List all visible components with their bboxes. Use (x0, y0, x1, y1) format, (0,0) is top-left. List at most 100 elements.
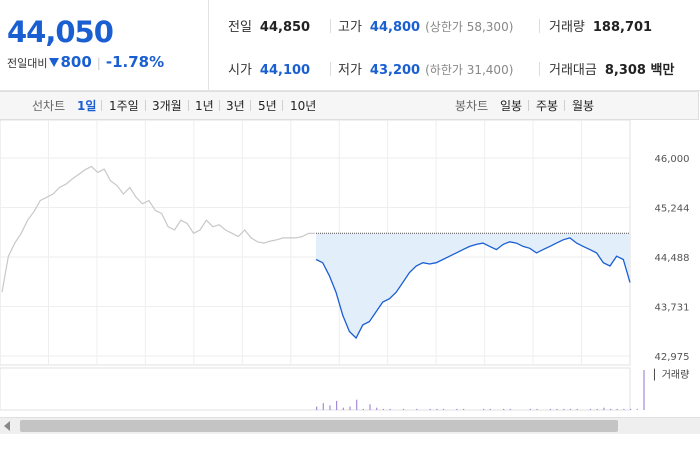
current-price: 44,050 (7, 15, 114, 49)
volume-value: 188,701 (592, 20, 653, 35)
volume-bar (616, 408, 618, 410)
divider (539, 62, 540, 76)
volume-bar (489, 408, 491, 410)
prev-close-value: 44,850 (259, 20, 311, 35)
period-1d[interactable]: 1일 (77, 99, 97, 113)
series-previous-day (1, 165, 315, 293)
volume-bar (316, 406, 318, 410)
volume-bar (342, 407, 344, 410)
divider: | (96, 56, 101, 70)
volume-bar (376, 407, 378, 410)
series-today (315, 237, 631, 340)
divider (145, 100, 146, 111)
volume-bar (503, 408, 505, 410)
candle-monthly[interactable]: 월봉 (572, 99, 595, 113)
volume-bar (349, 406, 351, 410)
change-amount: 800 (60, 53, 92, 71)
amount-label: 거래대금 (549, 63, 597, 78)
volume-bar (529, 408, 531, 410)
y-tick-label: 42,975 (655, 352, 690, 363)
chart-svg: 46,000 45,244 44,488 43,731 42,975 ▏거래량 (0, 119, 690, 411)
divider (528, 100, 529, 111)
volume-bar (456, 408, 458, 410)
divider (101, 100, 102, 111)
prev-close-label: 전일 (228, 20, 252, 35)
change-rate: -1.78% (105, 53, 165, 71)
candle-daily[interactable]: 일봉 (500, 99, 523, 113)
volume-label: ▏거래량 (653, 368, 689, 381)
volume-bar (536, 408, 538, 410)
volume-bar (483, 408, 485, 410)
line-chart-label: 선차트 (32, 99, 66, 113)
low-stat: 저가 43,200 (하한가 31,400) (338, 59, 513, 78)
scroll-left-arrow-icon[interactable] (4, 421, 10, 431)
upper-limit-note: (상한가 58,300) (425, 20, 514, 34)
open-label: 시가 (228, 63, 252, 78)
volume-bar (623, 408, 625, 410)
high-stat: 고가 44,800 (상한가 58,300) (338, 16, 513, 35)
price-chart: 46,000 45,244 44,488 43,731 42,975 ▏거래량 (0, 119, 700, 420)
volume-bar (416, 408, 418, 410)
volume-bar (362, 408, 364, 410)
volume-bar (389, 408, 391, 410)
low-value: 43,200 (369, 63, 421, 78)
high-label: 고가 (338, 20, 362, 35)
prev-close-stat: 전일 44,850 (228, 16, 310, 35)
y-tick-label: 45,244 (655, 204, 690, 215)
divider (539, 19, 540, 33)
open-value: 44,100 (259, 63, 311, 78)
scroll-thumb[interactable] (20, 420, 618, 432)
divider (219, 100, 220, 111)
volume-bar (356, 399, 358, 410)
period-3y[interactable]: 3년 (226, 99, 245, 113)
high-value: 44,800 (369, 20, 421, 35)
quote-summary: 44,050 전일대비 800 | -1.78% 전일 44,850 고가 44,800 (… (0, 0, 700, 91)
volume-bar (556, 408, 558, 410)
period-3m[interactable]: 3개월 (152, 99, 182, 113)
amount-stat: 거래대금 8,308 백만 (549, 59, 674, 78)
change-row: 전일대비 800 | -1.78% (7, 53, 164, 71)
volume-bar (610, 408, 612, 410)
volume-bar (596, 408, 598, 410)
price-box: 44,050 전일대비 800 | -1.78% (0, 0, 209, 90)
volume-stat: 거래량 188,701 (549, 16, 652, 35)
volume-bar (549, 408, 551, 410)
volume-label: 거래량 (549, 20, 585, 35)
down-triangle-icon (49, 58, 60, 67)
horizontal-scrollbar[interactable] (0, 417, 700, 434)
amount-value: 8,308 백만 (604, 63, 675, 78)
period-5y[interactable]: 5년 (258, 99, 277, 113)
volume-bar (382, 408, 384, 410)
volume-frame (0, 367, 631, 411)
lower-limit-note: (하한가 31,400) (425, 63, 514, 77)
divider (330, 62, 331, 76)
divider (564, 100, 565, 111)
volume-bar (643, 370, 645, 410)
volume-bar (402, 408, 405, 410)
volume-bar (329, 405, 331, 410)
period-1y[interactable]: 1년 (195, 99, 214, 113)
volume-bar (589, 408, 592, 410)
volume-bar (322, 403, 324, 410)
period-10y[interactable]: 10년 (290, 99, 317, 113)
chart-toolbar: 선차트 1일 1주일 3개월 1년 3년 5년 10년 봉차트 일봉 주봉 월봉 (0, 91, 699, 120)
volume-bar (463, 408, 465, 410)
volume-bar (369, 404, 371, 410)
y-tick-label: 46,000 (655, 154, 690, 165)
volume-bar (509, 408, 511, 410)
open-stat: 시가 44,100 (228, 59, 310, 78)
y-tick-label: 43,731 (655, 303, 690, 314)
volume-bar (429, 408, 431, 410)
volume-bar (630, 408, 632, 410)
volume-bar (442, 408, 445, 410)
divider (330, 19, 331, 33)
candle-weekly[interactable]: 주봉 (536, 99, 559, 113)
change-label: 전일대비 (7, 57, 48, 70)
candle-chart-label: 봉차트 (455, 99, 489, 113)
divider (188, 100, 189, 111)
volume-bar (603, 407, 605, 410)
today-area (316, 233, 630, 338)
period-1w[interactable]: 1주일 (109, 99, 139, 113)
volume-bar (576, 408, 578, 410)
divider (250, 100, 251, 111)
